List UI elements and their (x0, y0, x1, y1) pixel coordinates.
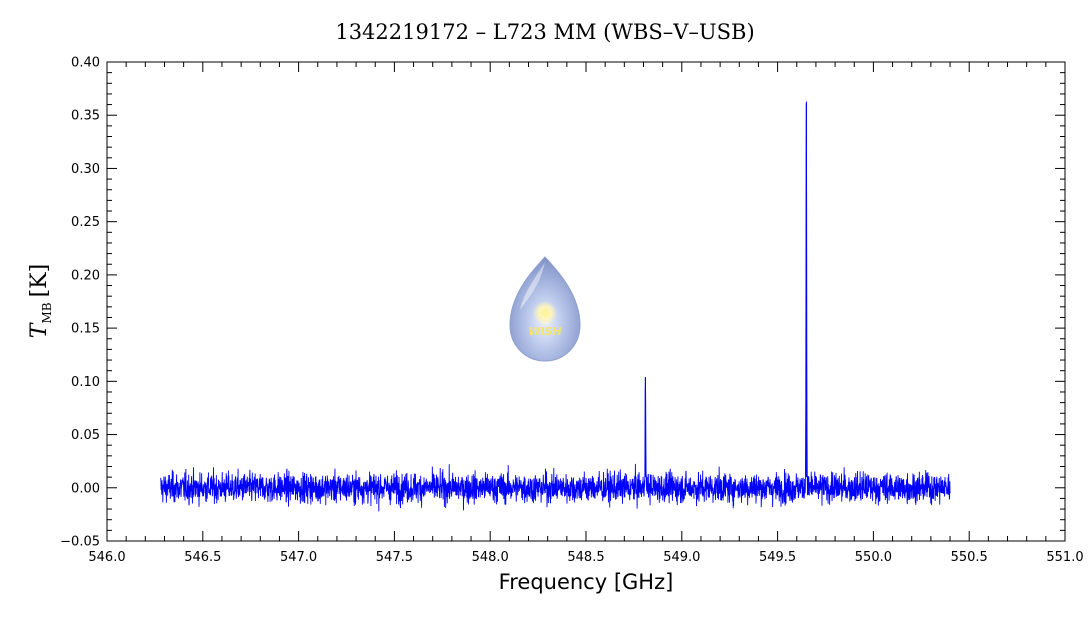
y-tick-label: 0.40 (71, 56, 100, 71)
wish-logo: ✸ WISH (509, 256, 581, 362)
y-tick-label: 0.15 (71, 322, 100, 337)
x-tick-label: 549.5 (759, 550, 796, 565)
x-axis-label: Frequency [GHz] (499, 570, 674, 594)
x-tick-label: 551.0 (1046, 550, 1083, 565)
y-tick-label: −0.05 (60, 535, 100, 550)
x-tick-label: 547.0 (280, 550, 317, 565)
logo-text: WISH (528, 325, 561, 338)
y-axis-unit: [K] (27, 264, 52, 298)
plot-frame (106, 61, 1066, 542)
x-tick-label: 548.0 (472, 550, 509, 565)
y-tick-label: 0.20 (71, 268, 100, 283)
y-tick-label: 0.00 (71, 481, 100, 496)
y-axis-label: TMB [K] (27, 264, 54, 338)
x-tick-label: 546.5 (184, 550, 221, 565)
y-tick-label: 0.35 (71, 109, 100, 124)
x-tick-label: 549.0 (663, 550, 700, 565)
x-tick-label: 550.5 (951, 550, 988, 565)
chart-title: 1342219172 – L723 MM (WBS–V–USB) (335, 20, 754, 44)
x-tick-label: 546.0 (88, 550, 125, 565)
x-tick-label: 548.5 (567, 550, 604, 565)
y-tick-label: 0.05 (71, 428, 100, 443)
y-axis-subscript: MB (40, 302, 54, 323)
y-tick-label: 0.30 (71, 162, 100, 177)
star-icon: ✸ (538, 304, 552, 324)
svg-text:TMB[K]: TMB [K] (27, 264, 54, 338)
x-tick-label: 547.5 (376, 550, 413, 565)
y-axis-symbol: T (27, 321, 52, 338)
y-tick-label: 0.25 (71, 215, 100, 230)
x-tick-label: 550.0 (855, 550, 892, 565)
y-tick-label: 0.10 (71, 375, 100, 390)
spectrum-trace (160, 101, 951, 512)
